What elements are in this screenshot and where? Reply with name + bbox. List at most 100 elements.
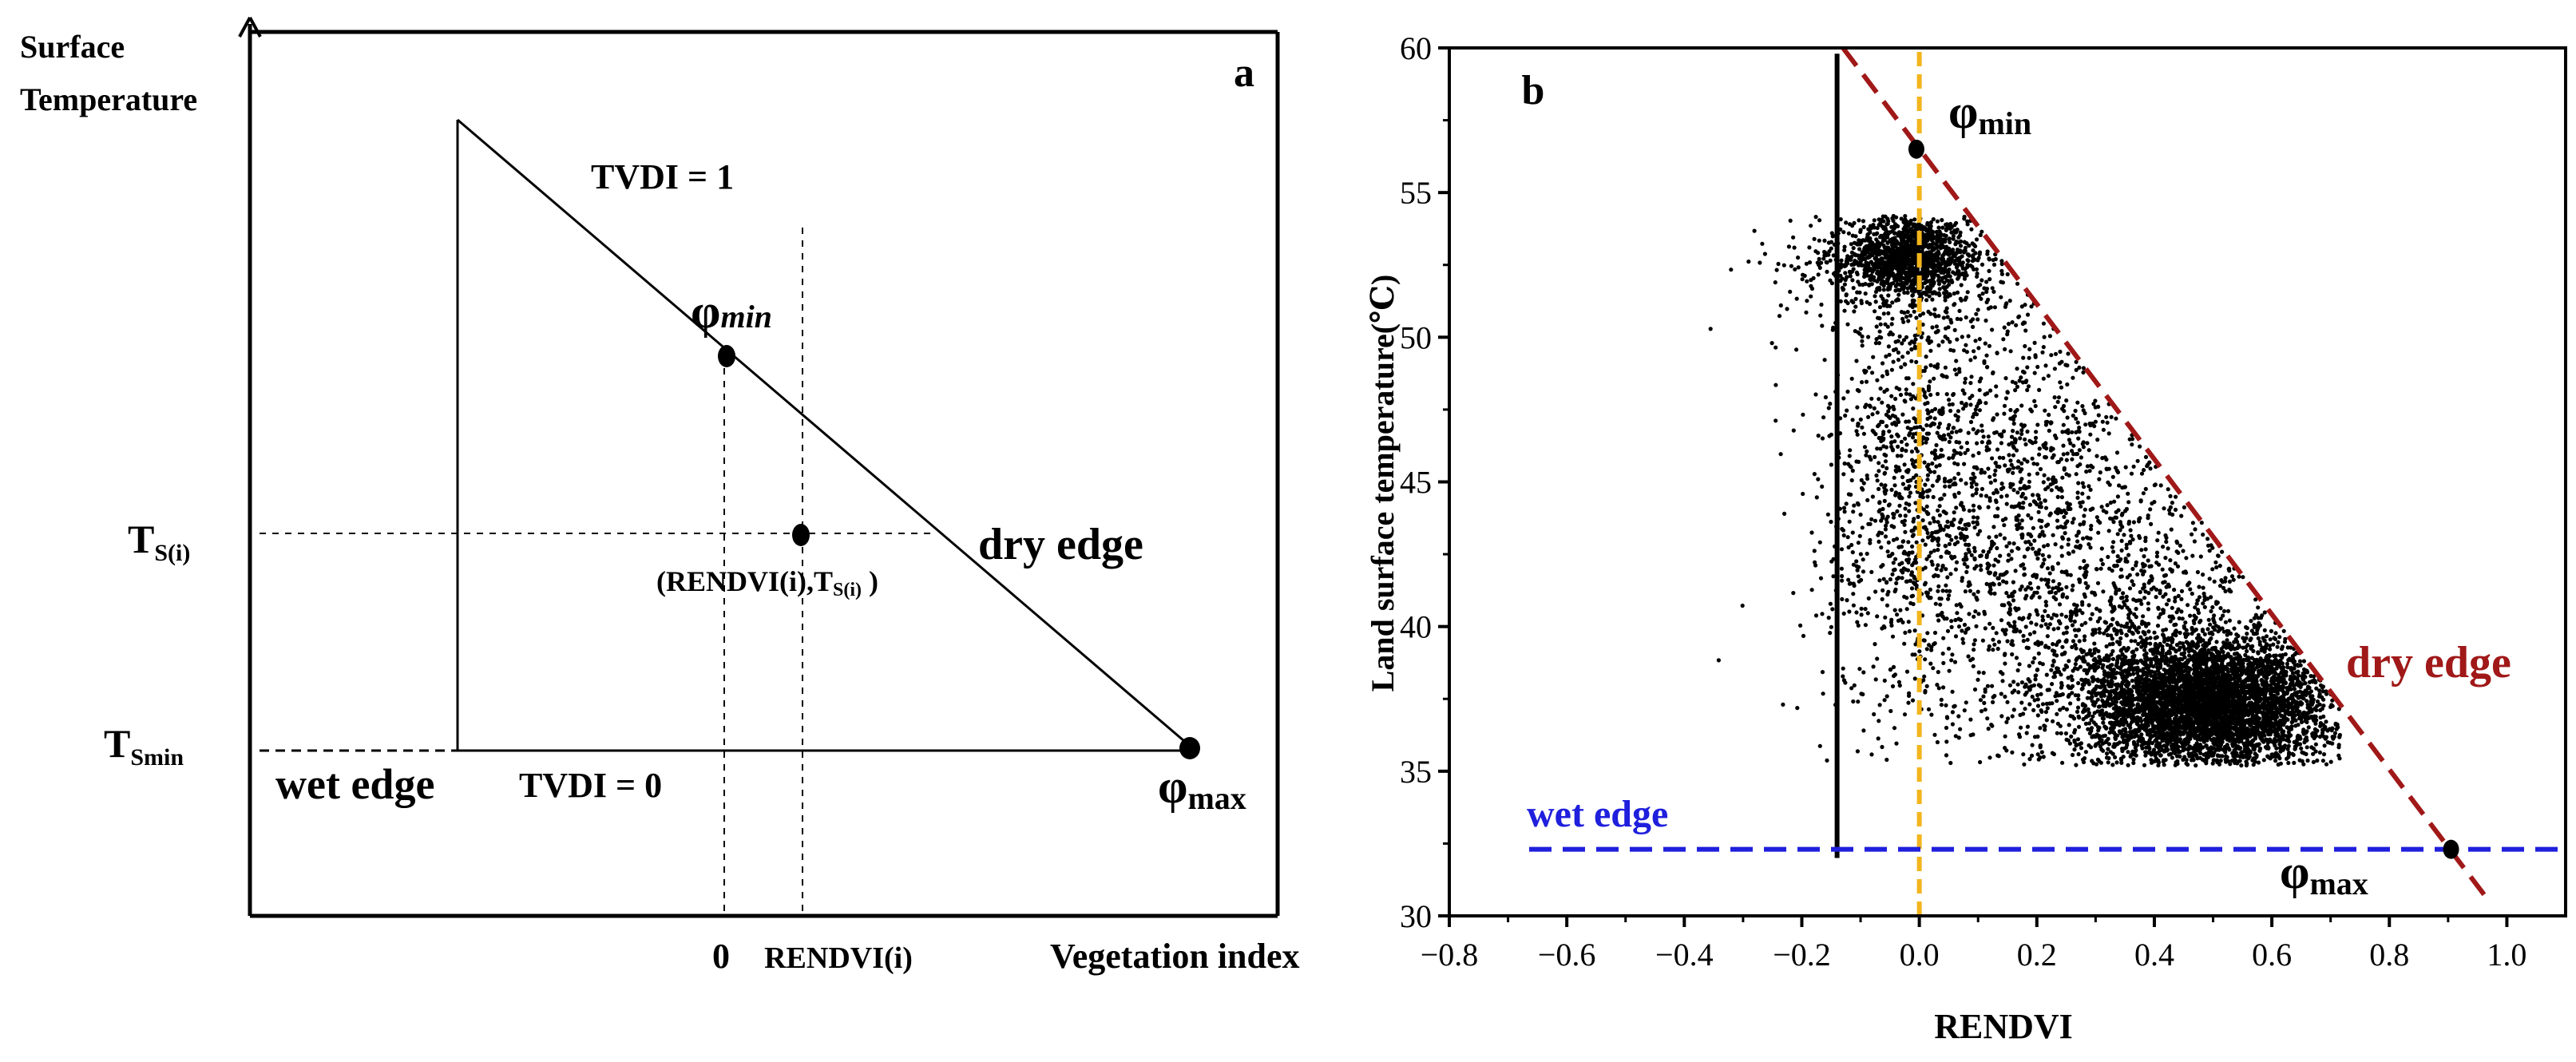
scatter-point: [2093, 398, 2098, 403]
scatter-point: [1990, 684, 1995, 688]
scatter-point: [1829, 281, 1834, 286]
scatter-point: [1973, 411, 1978, 416]
scatter-point: [1964, 241, 1969, 246]
scatter-point: [1863, 623, 1868, 628]
scatter-point: [1991, 563, 1996, 568]
scatter-point: [1953, 567, 1958, 572]
scatter-point: [1880, 432, 1886, 437]
scatter-point: [1875, 269, 1880, 274]
scatter-point: [1966, 259, 1971, 264]
scatter-point: [1967, 549, 1972, 554]
scatter-point: [1876, 736, 1880, 741]
scatter-point: [2076, 429, 2081, 434]
scatter-point: [1923, 542, 1928, 547]
scatter-point: [1856, 423, 1861, 428]
scatter-point: [1926, 337, 1931, 342]
scatter-point: [1956, 269, 1960, 274]
scatter-point: [1994, 631, 1999, 636]
scatter-point: [1891, 537, 1896, 542]
scatter-point: [2010, 379, 2015, 384]
scatter-point: [2101, 589, 2106, 594]
scatter-point: [1982, 359, 1987, 364]
scatter-point: [1955, 337, 1960, 342]
scatter-point: [2043, 408, 2047, 413]
scatter-point: [1841, 674, 1845, 679]
scatter-point: [1903, 217, 1908, 222]
scatter-point: [1916, 514, 1920, 520]
scatter-point: [1951, 426, 1956, 430]
scatter-point: [2001, 429, 2007, 434]
scatter-point: [1947, 668, 1952, 673]
scatter-point: [1809, 530, 1814, 535]
scatter-point: [2114, 509, 2118, 514]
scatter-point: [2032, 340, 2037, 345]
scatter-point: [1856, 279, 1861, 284]
scatter-point: [1862, 445, 1868, 450]
scatter-point: [2003, 304, 2007, 309]
scatter-point: [1973, 244, 1978, 248]
scatter-point: [1886, 272, 1891, 277]
scatter-point: [1849, 542, 1854, 548]
scatter-point: [2010, 652, 2015, 657]
scatter-point: [1874, 265, 1879, 270]
scatter-point: [2019, 403, 2024, 408]
scatter-point: [1884, 453, 1888, 458]
scatter-point: [1990, 456, 1995, 461]
scatter-point: [2148, 466, 2153, 471]
scatter-point: [1893, 557, 1898, 561]
scatter-point: [1924, 504, 1929, 509]
scatter-point: [1805, 279, 1809, 283]
scatter-point: [1986, 466, 1991, 471]
scatter-point: [2002, 536, 2007, 541]
scatter-point: [1864, 453, 1869, 458]
scatter-point: [1893, 396, 1898, 402]
scatter-point: [2066, 537, 2071, 542]
scatter-point: [1927, 340, 1932, 345]
scatter-point: [2077, 448, 2082, 453]
scatter-point: [2003, 652, 2007, 656]
scatter-point: [2065, 363, 2070, 368]
scatter-point: [1975, 441, 1980, 446]
scatter-point: [1954, 603, 1959, 608]
scatter-point: [1985, 365, 1990, 370]
scatter-point: [1964, 700, 1968, 705]
scatter-point: [1796, 265, 1801, 270]
scatter-point: [1886, 311, 1891, 315]
scatter-point: [1925, 400, 1930, 406]
scatter-point: [1976, 532, 1980, 537]
scatter-point: [1839, 547, 1845, 552]
scatter-point: [1997, 581, 2002, 587]
scatter-point: [1886, 540, 1891, 545]
scatter-point: [2019, 518, 2024, 523]
scatter-point: [2041, 345, 2046, 350]
scatter-point: [1944, 550, 1949, 555]
scatter-point: [2016, 459, 2021, 464]
scatter-point: [1849, 257, 1853, 262]
scatter-point: [1813, 392, 1818, 397]
scatter-point: [2141, 491, 2146, 496]
scatter-point: [1985, 716, 1990, 721]
scatter-point: [1956, 409, 1960, 414]
scatter-point: [1842, 244, 1847, 249]
scatter-point: [2015, 682, 2020, 687]
scatter-point: [1900, 446, 1904, 452]
scatter-point: [1877, 287, 1881, 291]
scatter-point: [1942, 280, 1947, 285]
scatter-point: [1971, 454, 1976, 458]
scatter-point: [1827, 434, 1832, 438]
scatter-point: [1954, 230, 1959, 235]
scatter-point: [1940, 225, 1945, 230]
scatter-point: [1977, 387, 1982, 393]
scatter-point: [1884, 277, 1889, 282]
scatter-point: [1846, 462, 1851, 466]
scatter-point: [1956, 714, 1961, 719]
scatter-point: [1911, 382, 1916, 386]
scatter-point: [2032, 538, 2037, 543]
scatter-point: [2131, 464, 2136, 469]
scatter-point: [1809, 278, 1813, 283]
scatter-point: [1984, 401, 1988, 406]
scatter-point: [2016, 546, 2021, 551]
scatter-point: [2096, 413, 2101, 418]
scatter-point: [1841, 666, 1845, 671]
scatter-point: [1928, 392, 1933, 398]
